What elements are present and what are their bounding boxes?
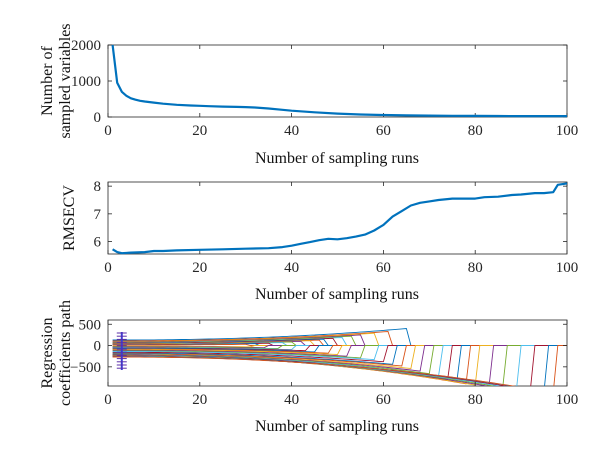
x-tick-label: 100 bbox=[556, 392, 579, 408]
coefficient-path bbox=[112, 345, 567, 357]
axes-frame bbox=[107, 44, 568, 118]
coefficient-path bbox=[112, 335, 567, 346]
x-tick-label: 60 bbox=[376, 123, 391, 139]
coefficient-path bbox=[112, 345, 567, 361]
y-tick-label: 8 bbox=[94, 179, 102, 195]
x-tick-label: 40 bbox=[284, 260, 299, 276]
axes-frame bbox=[107, 181, 568, 255]
y-tick-label: 6 bbox=[94, 235, 102, 251]
coefficient-path bbox=[112, 345, 567, 352]
x-tick-label: 60 bbox=[376, 260, 391, 276]
x-axis-label: Number of sampling runs bbox=[255, 286, 419, 303]
coefficient-path bbox=[112, 332, 567, 346]
y-axis-label-line-2: sampled variables bbox=[57, 23, 74, 138]
y-tick-label: 1000 bbox=[71, 74, 101, 90]
coefficient-path bbox=[112, 331, 567, 346]
x-tick-label: 0 bbox=[104, 123, 112, 139]
coefficient-path bbox=[112, 345, 567, 386]
x-tick-label: 20 bbox=[192, 260, 207, 276]
coefficient-path bbox=[112, 345, 567, 353]
coefficient-path bbox=[112, 345, 567, 363]
x-tick-label: 100 bbox=[556, 123, 579, 139]
x-tick-label: 80 bbox=[468, 260, 483, 276]
series-line bbox=[111, 44, 567, 118]
coefficient-path bbox=[112, 345, 567, 365]
x-tick-label: 40 bbox=[284, 392, 299, 408]
coefficient-path bbox=[112, 343, 567, 346]
panel-rmsecv: 0 20 40 60 80 100 6 7 8 RMSECV Number of samplin… bbox=[61, 179, 578, 303]
x-tick-label: 80 bbox=[468, 123, 483, 139]
coefficient-path bbox=[112, 328, 567, 346]
x-tick-label: 40 bbox=[284, 123, 299, 139]
x-tick-label: 20 bbox=[192, 123, 207, 139]
axis-ticks: 0 20 40 60 80 100 6 7 8 bbox=[94, 179, 579, 276]
y-tick-label: 500 bbox=[79, 317, 102, 333]
plot-area bbox=[111, 44, 567, 118]
optimal-run-marker bbox=[116, 332, 127, 370]
x-tick-label: 0 bbox=[104, 260, 112, 276]
x-tick-label: 100 bbox=[556, 260, 579, 276]
y-tick-label: 7 bbox=[94, 207, 102, 223]
series-line bbox=[112, 182, 568, 255]
x-tick-label: 60 bbox=[376, 392, 391, 408]
coefficient-path bbox=[112, 345, 567, 359]
coefficient-path bbox=[112, 345, 567, 354]
coefficient-path bbox=[112, 345, 567, 367]
x-tick-label: 20 bbox=[192, 392, 207, 408]
axes-frame bbox=[107, 319, 568, 387]
coefficient-path bbox=[112, 345, 567, 355]
plot-area bbox=[112, 182, 568, 255]
x-axis-label: Number of sampling runs bbox=[255, 418, 419, 435]
x-axis-label: Number of sampling runs bbox=[255, 150, 419, 167]
plot-area bbox=[112, 328, 567, 386]
y-axis-label: RMSECV bbox=[61, 185, 78, 251]
y-tick-label: 0 bbox=[94, 339, 102, 355]
y-axis-label-line-1: Regression bbox=[39, 317, 56, 388]
x-tick-label: 80 bbox=[468, 392, 483, 408]
y-tick-label: 0 bbox=[94, 110, 102, 126]
x-tick-label: 0 bbox=[104, 392, 112, 408]
y-tick-label: 2000 bbox=[71, 38, 101, 54]
y-axis-label-line-1: Number of bbox=[39, 45, 56, 115]
y-axis-label-line-2: coefficients path bbox=[57, 300, 74, 406]
y-tick-label: −500 bbox=[70, 360, 101, 376]
